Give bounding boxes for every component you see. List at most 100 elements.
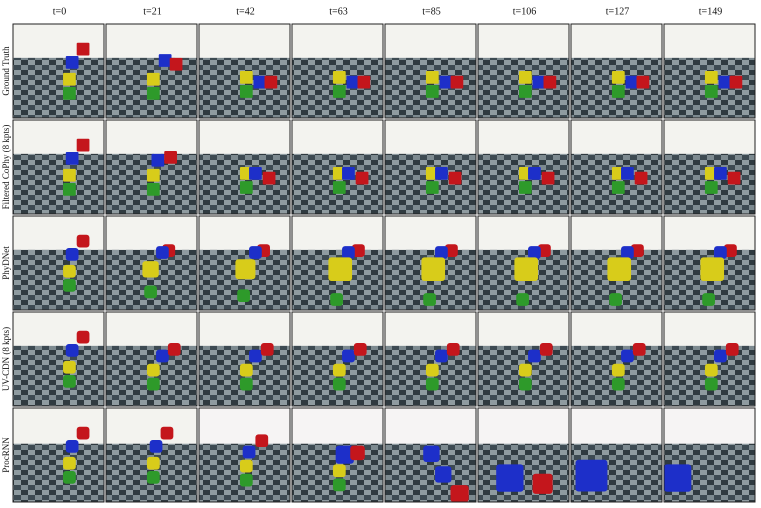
cell-border (291, 119, 384, 215)
cube (63, 182, 76, 196)
cube (450, 75, 464, 89)
cube (239, 181, 253, 194)
image-cell (291, 407, 384, 503)
cell-border (12, 119, 105, 215)
cube (445, 244, 458, 257)
image-cell (291, 311, 384, 407)
cell-border (198, 119, 291, 215)
cube (632, 343, 646, 356)
cube (425, 85, 439, 98)
cube (164, 151, 177, 164)
cube (63, 374, 76, 388)
cube (239, 377, 253, 391)
cube (439, 75, 453, 89)
cube (607, 257, 632, 282)
cell-border (198, 23, 291, 119)
cell-border (291, 215, 384, 311)
cell-border (12, 215, 105, 311)
sky (199, 120, 290, 154)
cube (704, 377, 718, 391)
floor (13, 57, 104, 118)
sky (385, 408, 476, 444)
cube (611, 71, 625, 84)
cube (700, 257, 725, 282)
sky (13, 312, 104, 346)
cube (63, 360, 76, 374)
cell-border (477, 23, 570, 119)
sky (385, 120, 476, 154)
floor (13, 153, 104, 214)
cube (146, 363, 160, 377)
cube (575, 459, 608, 492)
cube (328, 257, 353, 282)
image-cell (570, 23, 663, 119)
cube (528, 167, 541, 180)
cell-border (663, 407, 756, 503)
image-cell (291, 23, 384, 119)
cube (704, 363, 718, 377)
cube (421, 257, 446, 282)
image-cell (12, 119, 105, 215)
cube (167, 343, 181, 356)
sky (13, 120, 104, 154)
cube (239, 459, 253, 473)
sky (13, 24, 104, 58)
image-cell (384, 407, 477, 503)
cube (63, 72, 76, 86)
cube (425, 363, 439, 377)
cube (151, 153, 165, 167)
cube (146, 86, 160, 100)
cube (262, 171, 276, 185)
sky (664, 120, 755, 154)
cube (63, 168, 76, 182)
cell-border (384, 407, 477, 503)
cube (149, 439, 163, 453)
sky (199, 216, 290, 250)
cell-border (477, 119, 570, 215)
cell-border (663, 215, 756, 311)
cube (450, 485, 469, 502)
cube (714, 246, 727, 259)
sky (478, 24, 569, 58)
cube (65, 247, 79, 261)
cube (725, 343, 739, 356)
sky (106, 216, 197, 250)
cube (158, 54, 172, 67)
cube (146, 72, 160, 86)
cube (518, 363, 532, 377)
sky (106, 24, 197, 58)
cube (446, 343, 460, 356)
cube (76, 426, 90, 440)
image-cell (384, 215, 477, 311)
cell-border (663, 23, 756, 119)
cube (335, 445, 354, 464)
image-cell (384, 119, 477, 215)
cube (249, 349, 262, 363)
column-label: t=42 (236, 6, 254, 17)
cube (146, 470, 160, 484)
cube (355, 171, 369, 185)
cell-border (12, 23, 105, 119)
cube (532, 75, 546, 89)
cube (724, 244, 737, 257)
cube (611, 85, 625, 98)
cube (625, 75, 639, 89)
cube (518, 377, 532, 391)
cell-border (198, 407, 291, 503)
cube (264, 75, 278, 89)
sky (664, 24, 755, 58)
cube (65, 439, 79, 453)
image-cell (198, 215, 291, 311)
cell-border (384, 119, 477, 215)
cube (518, 181, 532, 194)
cube (260, 343, 274, 356)
cube (514, 257, 539, 282)
cube (718, 75, 732, 89)
cube (63, 86, 76, 100)
floor (13, 345, 104, 406)
cube (435, 167, 448, 180)
cube (342, 246, 355, 259)
sky (385, 24, 476, 58)
cube (496, 464, 524, 492)
image-cell (570, 119, 663, 215)
